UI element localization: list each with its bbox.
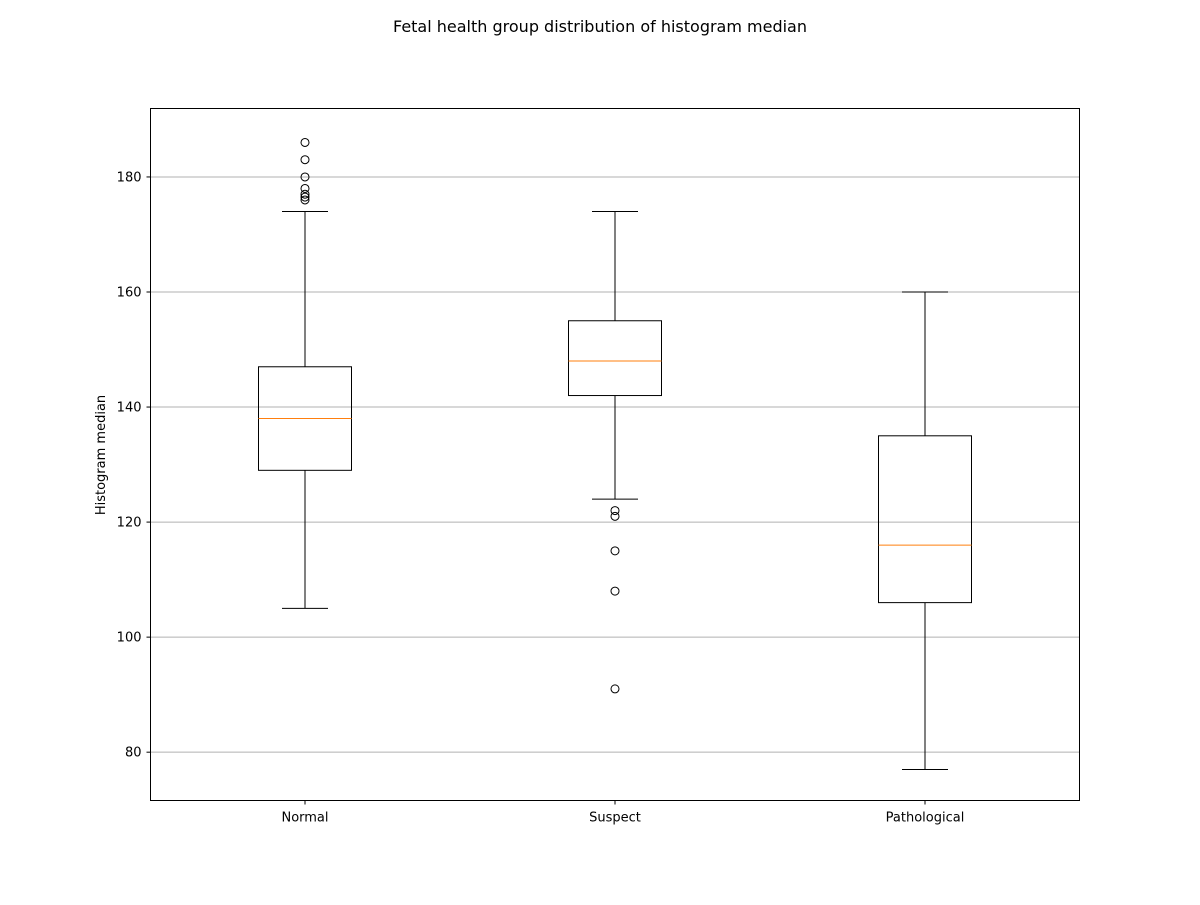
y-tick-label-160: 160 (117, 285, 142, 300)
outlier-normal-4 (300, 172, 310, 182)
x-tick-label-normal: Normal (281, 811, 328, 826)
outlier-normal-2 (300, 189, 310, 199)
outlier-normal-6 (300, 137, 310, 147)
box-suspect (568, 320, 662, 397)
chart-title: Fetal health group distribution of histo… (393, 17, 807, 36)
outlier-suspect-2 (610, 546, 620, 556)
outlier-suspect-4 (610, 506, 620, 516)
box-group-pathological (878, 291, 972, 770)
y-axis-ticks: 80 100 120 140 160 180 (117, 170, 151, 761)
box-group-suspect (568, 210, 662, 694)
outlier-suspect-1 (610, 586, 620, 596)
y-tick-label-180: 180 (117, 170, 142, 185)
outlier-suspect-3 (610, 511, 620, 521)
outlier-normal-3 (300, 183, 310, 193)
y-tick-label-120: 120 (117, 516, 142, 531)
y-axis-label: Histogram median (94, 395, 109, 515)
box-pathological (878, 435, 972, 604)
y-tick-label-140: 140 (117, 401, 142, 416)
outlier-normal-1 (300, 192, 310, 202)
box-group-normal (258, 137, 352, 609)
outlier-normal-0 (300, 195, 310, 205)
x-tick-label-suspect: Suspect (589, 811, 641, 826)
outlier-normal-5 (300, 155, 310, 165)
x-axis-ticks: Normal Suspect Pathological (281, 800, 965, 826)
outlier-suspect-0 (610, 684, 620, 694)
plot-area-frame (150, 108, 1080, 801)
x-tick-label-pathological: Pathological (886, 811, 965, 826)
box-series (258, 137, 972, 770)
y-tick-label-100: 100 (117, 631, 142, 646)
y-tick-label-80: 80 (125, 746, 142, 761)
